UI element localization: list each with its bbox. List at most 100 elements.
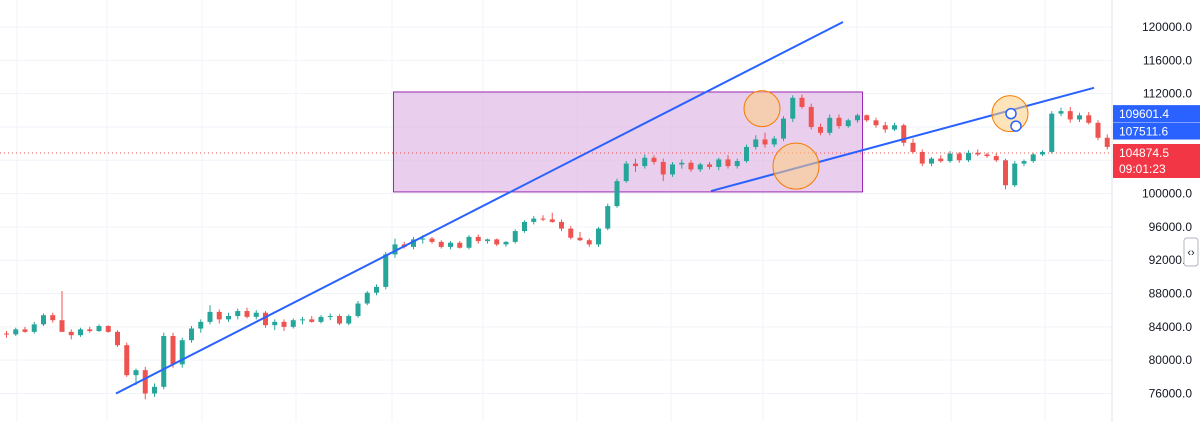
candle-body [105, 326, 111, 332]
candle [503, 241, 509, 247]
candle-body [420, 238, 426, 240]
candle [910, 138, 916, 154]
price-tick-label: 120000.0 [1142, 20, 1192, 34]
candle-body [790, 97, 796, 119]
candle-body [799, 97, 805, 107]
candle-body [901, 125, 907, 143]
candle [318, 315, 324, 324]
price-tick-label: 96000.0 [1149, 220, 1193, 234]
candle-body [374, 286, 379, 293]
candle-body [753, 139, 759, 147]
candle-body [124, 345, 130, 376]
candle [808, 103, 814, 130]
candle [697, 162, 703, 172]
candle [115, 330, 120, 347]
candle [845, 118, 851, 128]
candle-body [919, 151, 925, 164]
price-tick-label: 84000.0 [1149, 320, 1193, 334]
candle-body [993, 156, 999, 161]
candle-body [1104, 137, 1110, 147]
candle [59, 291, 65, 332]
candle-body [577, 237, 583, 241]
candle [975, 149, 981, 157]
candle-body [873, 120, 879, 126]
candle-body [429, 238, 435, 242]
candle-body [4, 333, 9, 335]
candle-body [540, 218, 546, 220]
candle [13, 327, 19, 337]
candle-body [216, 311, 222, 320]
candle-body [744, 146, 749, 162]
candle [688, 160, 694, 172]
candle-body [1021, 161, 1027, 164]
candle-body [142, 370, 148, 394]
circle-annotations[interactable] [743, 90, 1029, 190]
candle [272, 319, 278, 331]
candle [1021, 159, 1027, 167]
candle [170, 332, 176, 368]
candle-body [318, 316, 324, 322]
candle [901, 123, 907, 147]
candle-body [771, 138, 777, 145]
candle [512, 229, 518, 244]
candle-body [559, 221, 564, 229]
scroll-axis-button[interactable]: ‹› [1183, 237, 1199, 267]
candle-body [207, 311, 213, 322]
candle [364, 291, 370, 306]
candle-body [448, 242, 453, 247]
candle [966, 150, 971, 162]
candle-body [642, 157, 648, 167]
trendline-rising-support [115, 21, 844, 395]
candle-body [725, 159, 731, 167]
candle-body [133, 370, 139, 376]
candle-body [22, 329, 28, 332]
candle-body [1067, 111, 1073, 120]
candle-body [947, 153, 953, 162]
candle [919, 149, 925, 167]
candle-body [1003, 160, 1008, 186]
candle [818, 123, 823, 136]
candle [1040, 150, 1045, 157]
candle-body [1058, 111, 1064, 114]
candle-body [956, 153, 962, 161]
price-tick-label: 92000.0 [1149, 253, 1193, 267]
candle-body [50, 315, 56, 321]
candle-body [781, 118, 786, 139]
candle [337, 314, 342, 326]
candle-body [272, 321, 278, 326]
candle-body [346, 316, 352, 324]
candle-body [512, 231, 518, 242]
candle-body [457, 242, 463, 248]
candle-body [78, 329, 83, 336]
candle-body [892, 125, 897, 130]
candle [374, 284, 379, 296]
candle-body [855, 115, 860, 121]
candle [873, 117, 879, 128]
candle [494, 238, 500, 247]
candle [882, 121, 888, 133]
candle-body [910, 142, 916, 152]
price-tag-label: 104874.5 [1119, 146, 1169, 160]
candle-body [1012, 163, 1018, 186]
candle [781, 116, 786, 142]
candle-body [762, 139, 768, 145]
candle-body [827, 117, 833, 133]
candle [429, 236, 435, 244]
candle [485, 238, 490, 244]
candle-body [327, 316, 333, 318]
price-axis[interactable] [1111, 0, 1200, 422]
candle-body [984, 154, 990, 157]
candle [614, 178, 620, 208]
price-tag: 109601.4 [1113, 105, 1200, 123]
price-tick-label: 100000.0 [1142, 187, 1192, 201]
candle [577, 231, 583, 242]
candle-body [633, 163, 638, 167]
candle [50, 312, 56, 323]
candle-body [87, 329, 93, 332]
candle-body [41, 315, 46, 325]
trendlines[interactable] [115, 21, 1095, 395]
candle-body [503, 241, 509, 245]
candle-body [198, 321, 204, 329]
candle-body [929, 158, 934, 164]
